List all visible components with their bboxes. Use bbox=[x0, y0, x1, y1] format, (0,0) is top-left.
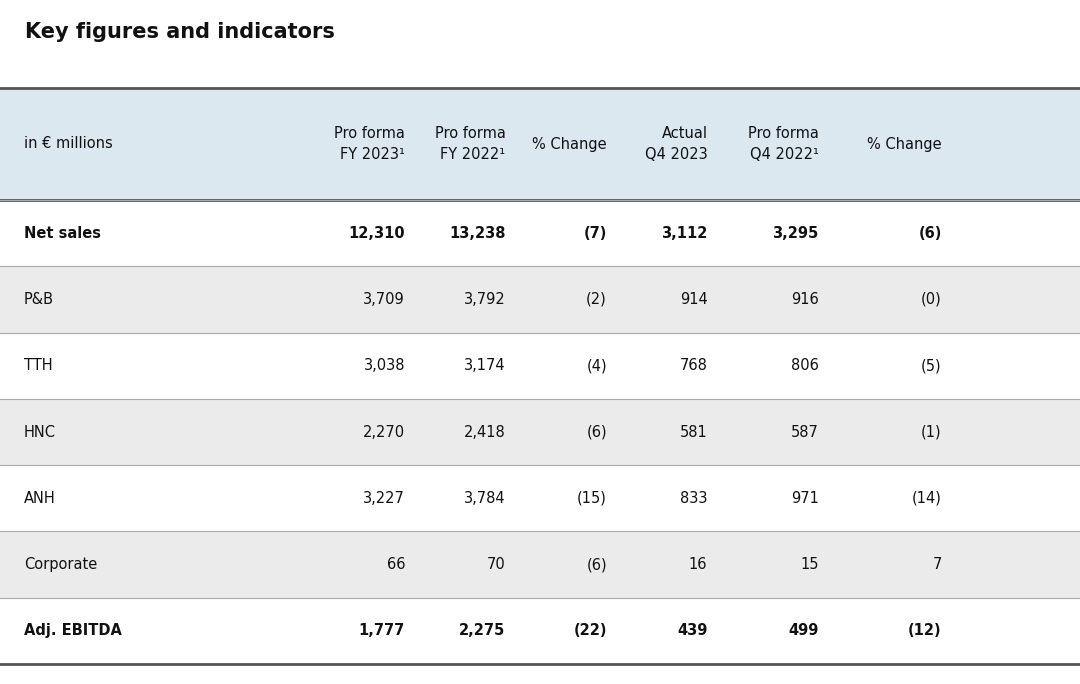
Text: 914: 914 bbox=[679, 292, 707, 307]
Text: 2,270: 2,270 bbox=[363, 425, 405, 440]
Text: 3,174: 3,174 bbox=[463, 358, 505, 373]
Text: 16: 16 bbox=[689, 557, 707, 572]
Text: (7): (7) bbox=[583, 226, 607, 241]
Text: (5): (5) bbox=[921, 358, 942, 373]
Bar bbox=[0, 399, 1080, 465]
Text: 833: 833 bbox=[680, 491, 707, 505]
Text: 15: 15 bbox=[800, 557, 819, 572]
Text: 3,227: 3,227 bbox=[363, 491, 405, 505]
Text: % Change: % Change bbox=[867, 137, 942, 151]
Text: 70: 70 bbox=[487, 557, 505, 572]
Text: 3,709: 3,709 bbox=[363, 292, 405, 307]
Text: (22): (22) bbox=[573, 623, 607, 638]
Text: 581: 581 bbox=[679, 425, 707, 440]
Text: 2,275: 2,275 bbox=[459, 623, 505, 638]
Text: 768: 768 bbox=[679, 358, 707, 373]
Text: 3,038: 3,038 bbox=[364, 358, 405, 373]
Text: 3,784: 3,784 bbox=[463, 491, 505, 505]
Text: P&B: P&B bbox=[24, 292, 54, 307]
Text: (4): (4) bbox=[586, 358, 607, 373]
Bar bbox=[0, 332, 1080, 399]
Text: TTH: TTH bbox=[24, 358, 53, 373]
Text: HNC: HNC bbox=[24, 425, 56, 440]
Text: 587: 587 bbox=[791, 425, 819, 440]
Text: 7: 7 bbox=[932, 557, 942, 572]
Bar bbox=[0, 200, 1080, 266]
Bar bbox=[0, 531, 1080, 598]
Text: 806: 806 bbox=[791, 358, 819, 373]
Text: Pro forma
Q4 2022¹: Pro forma Q4 2022¹ bbox=[747, 126, 819, 162]
Text: (0): (0) bbox=[921, 292, 942, 307]
Text: 439: 439 bbox=[677, 623, 707, 638]
Text: in € millions: in € millions bbox=[24, 137, 112, 151]
Text: (2): (2) bbox=[586, 292, 607, 307]
Text: Key figures and indicators: Key figures and indicators bbox=[25, 22, 335, 42]
Text: 13,238: 13,238 bbox=[449, 226, 505, 241]
Bar bbox=[0, 266, 1080, 332]
Bar bbox=[0, 598, 1080, 664]
Text: Adj. EBITDA: Adj. EBITDA bbox=[24, 623, 122, 638]
Text: 12,310: 12,310 bbox=[349, 226, 405, 241]
Text: % Change: % Change bbox=[532, 137, 607, 151]
Text: (6): (6) bbox=[586, 425, 607, 440]
Text: (15): (15) bbox=[577, 491, 607, 505]
Text: (1): (1) bbox=[921, 425, 942, 440]
Text: 971: 971 bbox=[791, 491, 819, 505]
Text: Net sales: Net sales bbox=[24, 226, 100, 241]
Text: 3,792: 3,792 bbox=[463, 292, 505, 307]
Text: Pro forma
FY 2022¹: Pro forma FY 2022¹ bbox=[434, 126, 505, 162]
Bar bbox=[0, 465, 1080, 531]
Text: 1,777: 1,777 bbox=[359, 623, 405, 638]
Text: 916: 916 bbox=[791, 292, 819, 307]
Text: 499: 499 bbox=[788, 623, 819, 638]
Text: 3,112: 3,112 bbox=[661, 226, 707, 241]
Text: (14): (14) bbox=[912, 491, 942, 505]
Text: (6): (6) bbox=[918, 226, 942, 241]
Text: ANH: ANH bbox=[24, 491, 55, 505]
Text: Corporate: Corporate bbox=[24, 557, 97, 572]
Text: 2,418: 2,418 bbox=[463, 425, 505, 440]
Text: 3,295: 3,295 bbox=[772, 226, 819, 241]
Text: Pro forma
FY 2023¹: Pro forma FY 2023¹ bbox=[334, 126, 405, 162]
Text: Actual
Q4 2023: Actual Q4 2023 bbox=[645, 126, 707, 162]
Bar bbox=[0, 88, 1080, 200]
Text: (6): (6) bbox=[586, 557, 607, 572]
Text: 66: 66 bbox=[387, 557, 405, 572]
Text: (12): (12) bbox=[908, 623, 942, 638]
